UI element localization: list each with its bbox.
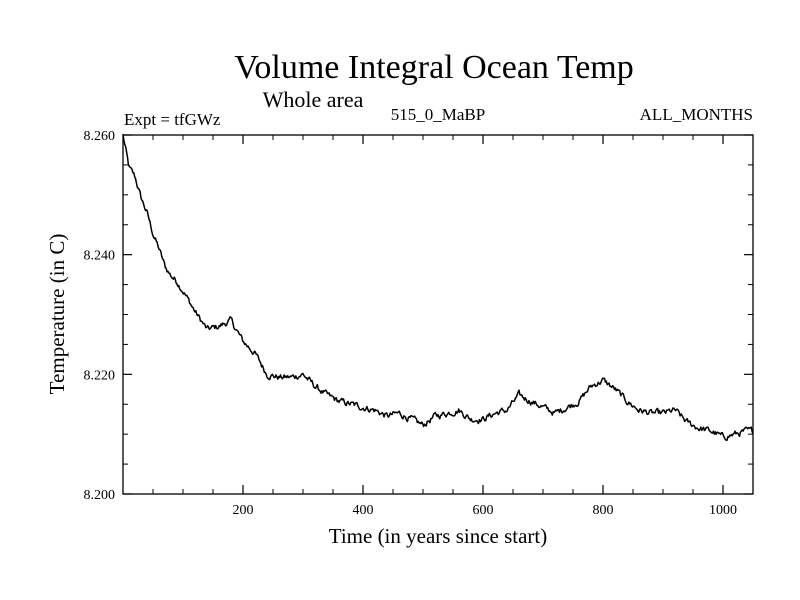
run-label: 515_0_MaBP <box>391 105 485 124</box>
x-axis-label: Time (in years since start) <box>329 524 548 548</box>
chart-title: Volume Integral Ocean Temp <box>234 49 634 86</box>
y-tick-label: 8.240 <box>84 249 116 264</box>
y-tick-label: 8.200 <box>84 488 116 503</box>
y-tick-label: 8.220 <box>84 368 116 383</box>
y-tick-label: 8.260 <box>84 129 116 144</box>
months-label: ALL_MONTHS <box>640 105 753 124</box>
x-tick-label: 600 <box>473 503 494 518</box>
temperature-series-line <box>122 134 754 442</box>
expt-label: Expt = tfGWz <box>124 110 221 129</box>
axis-ticks <box>123 134 753 495</box>
x-tick-label: 1000 <box>709 503 737 518</box>
x-tick-label: 800 <box>593 503 614 518</box>
x-tick-labels: 200 400 600 800 1000 <box>233 503 738 518</box>
x-tick-label: 200 <box>233 503 254 518</box>
y-axis-label: Temperature (in C) <box>45 234 69 395</box>
plot-frame <box>122 134 754 495</box>
x-tick-label: 400 <box>353 503 374 518</box>
chart-subtitle: Whole area <box>263 87 364 112</box>
y-tick-labels: 8.200 8.220 8.240 8.260 <box>84 129 116 503</box>
